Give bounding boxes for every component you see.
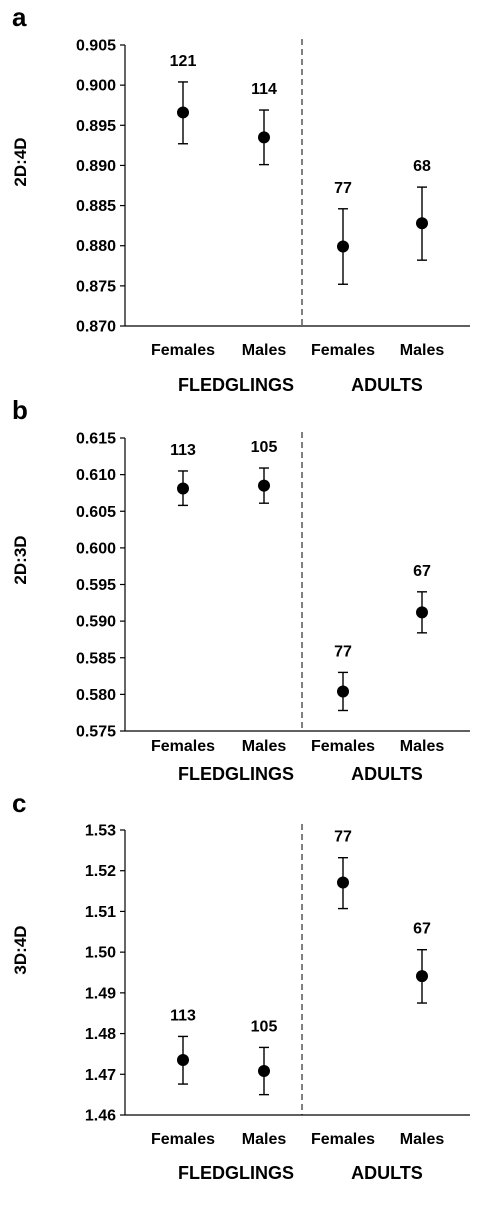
x-tick-label: Males: [242, 738, 287, 755]
y-tick-label: 0.595: [76, 577, 116, 594]
y-axis-label: 2D:3D: [11, 535, 30, 584]
y-tick-label: 1.52: [85, 863, 116, 880]
y-tick-label: 0.605: [76, 504, 116, 521]
y-tick-label: 1.51: [85, 904, 116, 921]
y-tick-label: 1.50: [85, 945, 116, 962]
y-tick-label: 0.575: [76, 724, 116, 741]
x-tick-label: Males: [242, 1131, 287, 1148]
x-tick-label: Females: [311, 342, 375, 359]
data-point: [416, 970, 428, 983]
group-label: FLEDGLINGS: [178, 375, 294, 395]
y-tick-label: 1.47: [85, 1067, 116, 1084]
x-tick-label: Females: [311, 1131, 375, 1148]
group-label: FLEDGLINGS: [178, 764, 294, 784]
data-point: [416, 606, 428, 619]
data-point: [258, 131, 270, 144]
panel-letter: c: [12, 788, 26, 818]
data-point: [337, 240, 349, 253]
x-tick-label: Females: [151, 1131, 215, 1148]
sample-size-label: 105: [251, 439, 278, 456]
y-tick-label: 1.46: [85, 1108, 116, 1125]
x-tick-label: Females: [151, 342, 215, 359]
y-axis-label: 2D:4D: [11, 137, 30, 186]
y-tick-label: 0.895: [76, 118, 116, 135]
y-tick-label: 1.53: [85, 823, 116, 840]
y-tick-label: 0.900: [76, 78, 116, 95]
x-tick-label: Males: [400, 342, 445, 359]
sample-size-label: 113: [170, 1007, 196, 1024]
panel-c: c 3D:4D 1.46 1.47 1.48 1.49 1.50 1.51 1.52 1.53 Fe…: [11, 788, 470, 1183]
y-tick-label: 0.870: [76, 319, 116, 336]
y-tick-label: 0.880: [76, 238, 116, 255]
x-tick-label: Males: [400, 1131, 445, 1148]
sample-size-label: 77: [334, 643, 352, 660]
panel-b: b 2D:3D 0.575 0.580 0.585 0.590 0.595 0.600 0.60…: [11, 395, 470, 784]
panel-letter: b: [12, 395, 28, 425]
sample-size-label: 113: [170, 442, 196, 459]
x-tick-label: Females: [151, 738, 215, 755]
sample-size-label: 121: [170, 53, 197, 70]
sample-size-label: 67: [413, 563, 431, 580]
data-point: [177, 482, 189, 495]
sample-size-label: 114: [251, 81, 277, 98]
panel-a: a 2D:4D 0.870 0.875 0.880 0.885 0.890 0.895 0.90…: [11, 2, 470, 395]
data-point: [258, 1065, 270, 1078]
y-tick-label: 0.585: [76, 650, 116, 667]
group-label: FLEDGLINGS: [178, 1163, 294, 1183]
y-axis-label: 3D:4D: [11, 925, 30, 974]
sample-size-label: 77: [334, 180, 352, 197]
y-tick-label: 0.610: [76, 467, 116, 484]
sample-size-label: 68: [413, 158, 431, 175]
y-tick-label: 0.885: [76, 198, 116, 215]
data-point: [258, 479, 270, 492]
y-tick-label: 0.615: [76, 431, 116, 448]
panel-letter: a: [12, 2, 27, 32]
data-point: [177, 1054, 189, 1067]
sample-size-label: 67: [413, 921, 431, 938]
sample-size-label: 105: [251, 1018, 278, 1035]
y-tick-label: 0.890: [76, 158, 116, 175]
y-tick-label: 0.875: [76, 278, 116, 295]
y-tick-label: 0.580: [76, 687, 116, 704]
y-tick-label: 0.600: [76, 540, 116, 557]
y-tick-label: 1.48: [85, 1026, 116, 1043]
y-tick-label: 0.590: [76, 614, 116, 631]
group-label: ADULTS: [351, 764, 423, 784]
data-point: [177, 106, 189, 119]
y-tick-label: 1.49: [85, 985, 116, 1002]
data-point: [337, 685, 349, 698]
sample-size-label: 77: [334, 829, 352, 846]
group-label: ADULTS: [351, 1163, 423, 1183]
data-point: [337, 876, 349, 889]
x-tick-label: Females: [311, 738, 375, 755]
x-tick-label: Males: [400, 738, 445, 755]
data-point: [416, 217, 428, 230]
y-tick-label: 0.905: [76, 38, 116, 55]
group-label: ADULTS: [351, 375, 423, 395]
x-tick-label: Males: [242, 342, 287, 359]
